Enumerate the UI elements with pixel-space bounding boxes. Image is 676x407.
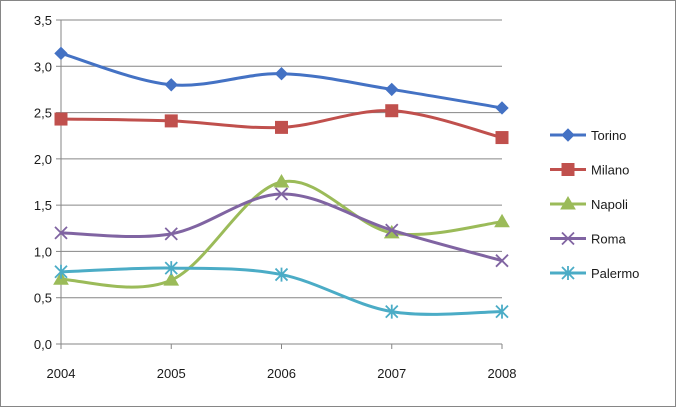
series-line [60, 192, 503, 263]
x-tick-label: 2007 [377, 366, 406, 381]
x-tick-label: 2004 [47, 366, 76, 381]
x-tick-label: 2008 [488, 366, 517, 381]
legend-item-napoli[interactable]: Napoli [550, 196, 628, 212]
data-point-diamond [274, 66, 289, 81]
y-tick-label: 1,5 [34, 198, 52, 213]
legend-swatch-marker [561, 231, 575, 246]
y-tick-label: 2,5 [34, 106, 52, 121]
y-tick-label: 3,5 [34, 13, 52, 28]
axes: 0,0 0,5 1,0 1,5 2,0 2,5 3,0 3,5 2004 2005 2006 2007… [34, 13, 517, 381]
data-point-square [495, 131, 509, 145]
legend-label: Torino [591, 128, 626, 143]
data-point-square [385, 104, 399, 118]
data-point-star [495, 304, 509, 319]
data-point-star [274, 267, 289, 282]
legend-label: Roma [591, 232, 626, 247]
x-tick-label: 2006 [267, 366, 296, 381]
legend-label: Palermo [591, 266, 639, 281]
y-tick-label: 3,0 [34, 59, 52, 74]
series-group [53, 46, 510, 319]
data-point-star [164, 261, 178, 276]
legend[interactable]: Torino Milano Napoli Roma Palermo [550, 128, 639, 281]
data-point-diamond [54, 46, 68, 61]
y-tick-label: 0,0 [34, 337, 52, 352]
y-tick-label: 2,0 [34, 152, 52, 167]
data-point-x [164, 227, 178, 241]
data-point-triangle [273, 174, 290, 188]
data-point-diamond [164, 78, 178, 92]
series-line [60, 51, 503, 110]
legend-swatch-marker [560, 196, 576, 210]
data-point-diamond [385, 82, 399, 97]
data-point-x [274, 187, 289, 201]
series-torino [54, 46, 509, 115]
legend-item-palermo[interactable]: Palermo [550, 266, 639, 281]
legend-item-milano[interactable]: Milano [550, 163, 629, 178]
series-roma [54, 187, 509, 268]
data-point-diamond [495, 101, 509, 115]
legend-swatch-marker [561, 128, 575, 142]
series-napoli [53, 174, 510, 289]
data-point-square [164, 114, 178, 128]
x-tick-label: 2005 [157, 366, 186, 381]
legend-swatch-marker [561, 266, 575, 280]
data-point-x [385, 223, 399, 237]
data-point-star [385, 304, 399, 319]
legend-item-roma[interactable]: Roma [550, 232, 626, 247]
data-point-square [275, 120, 288, 134]
data-point-x [495, 254, 509, 268]
data-point-triangle [163, 272, 180, 286]
gridlines [61, 19, 502, 299]
y-tick-label: 1,0 [34, 244, 52, 259]
y-tick-label: 0,5 [34, 291, 52, 306]
data-point-star [54, 264, 68, 279]
data-point-triangle [494, 213, 510, 228]
legend-label: Napoli [591, 197, 628, 212]
legend-item-torino[interactable]: Torino [550, 128, 626, 143]
series-milano [54, 104, 509, 145]
legend-label: Milano [591, 163, 629, 178]
data-point-x [54, 226, 68, 240]
legend-swatch-marker [561, 163, 575, 176]
series-palermo [54, 261, 509, 319]
data-point-square [54, 112, 68, 126]
